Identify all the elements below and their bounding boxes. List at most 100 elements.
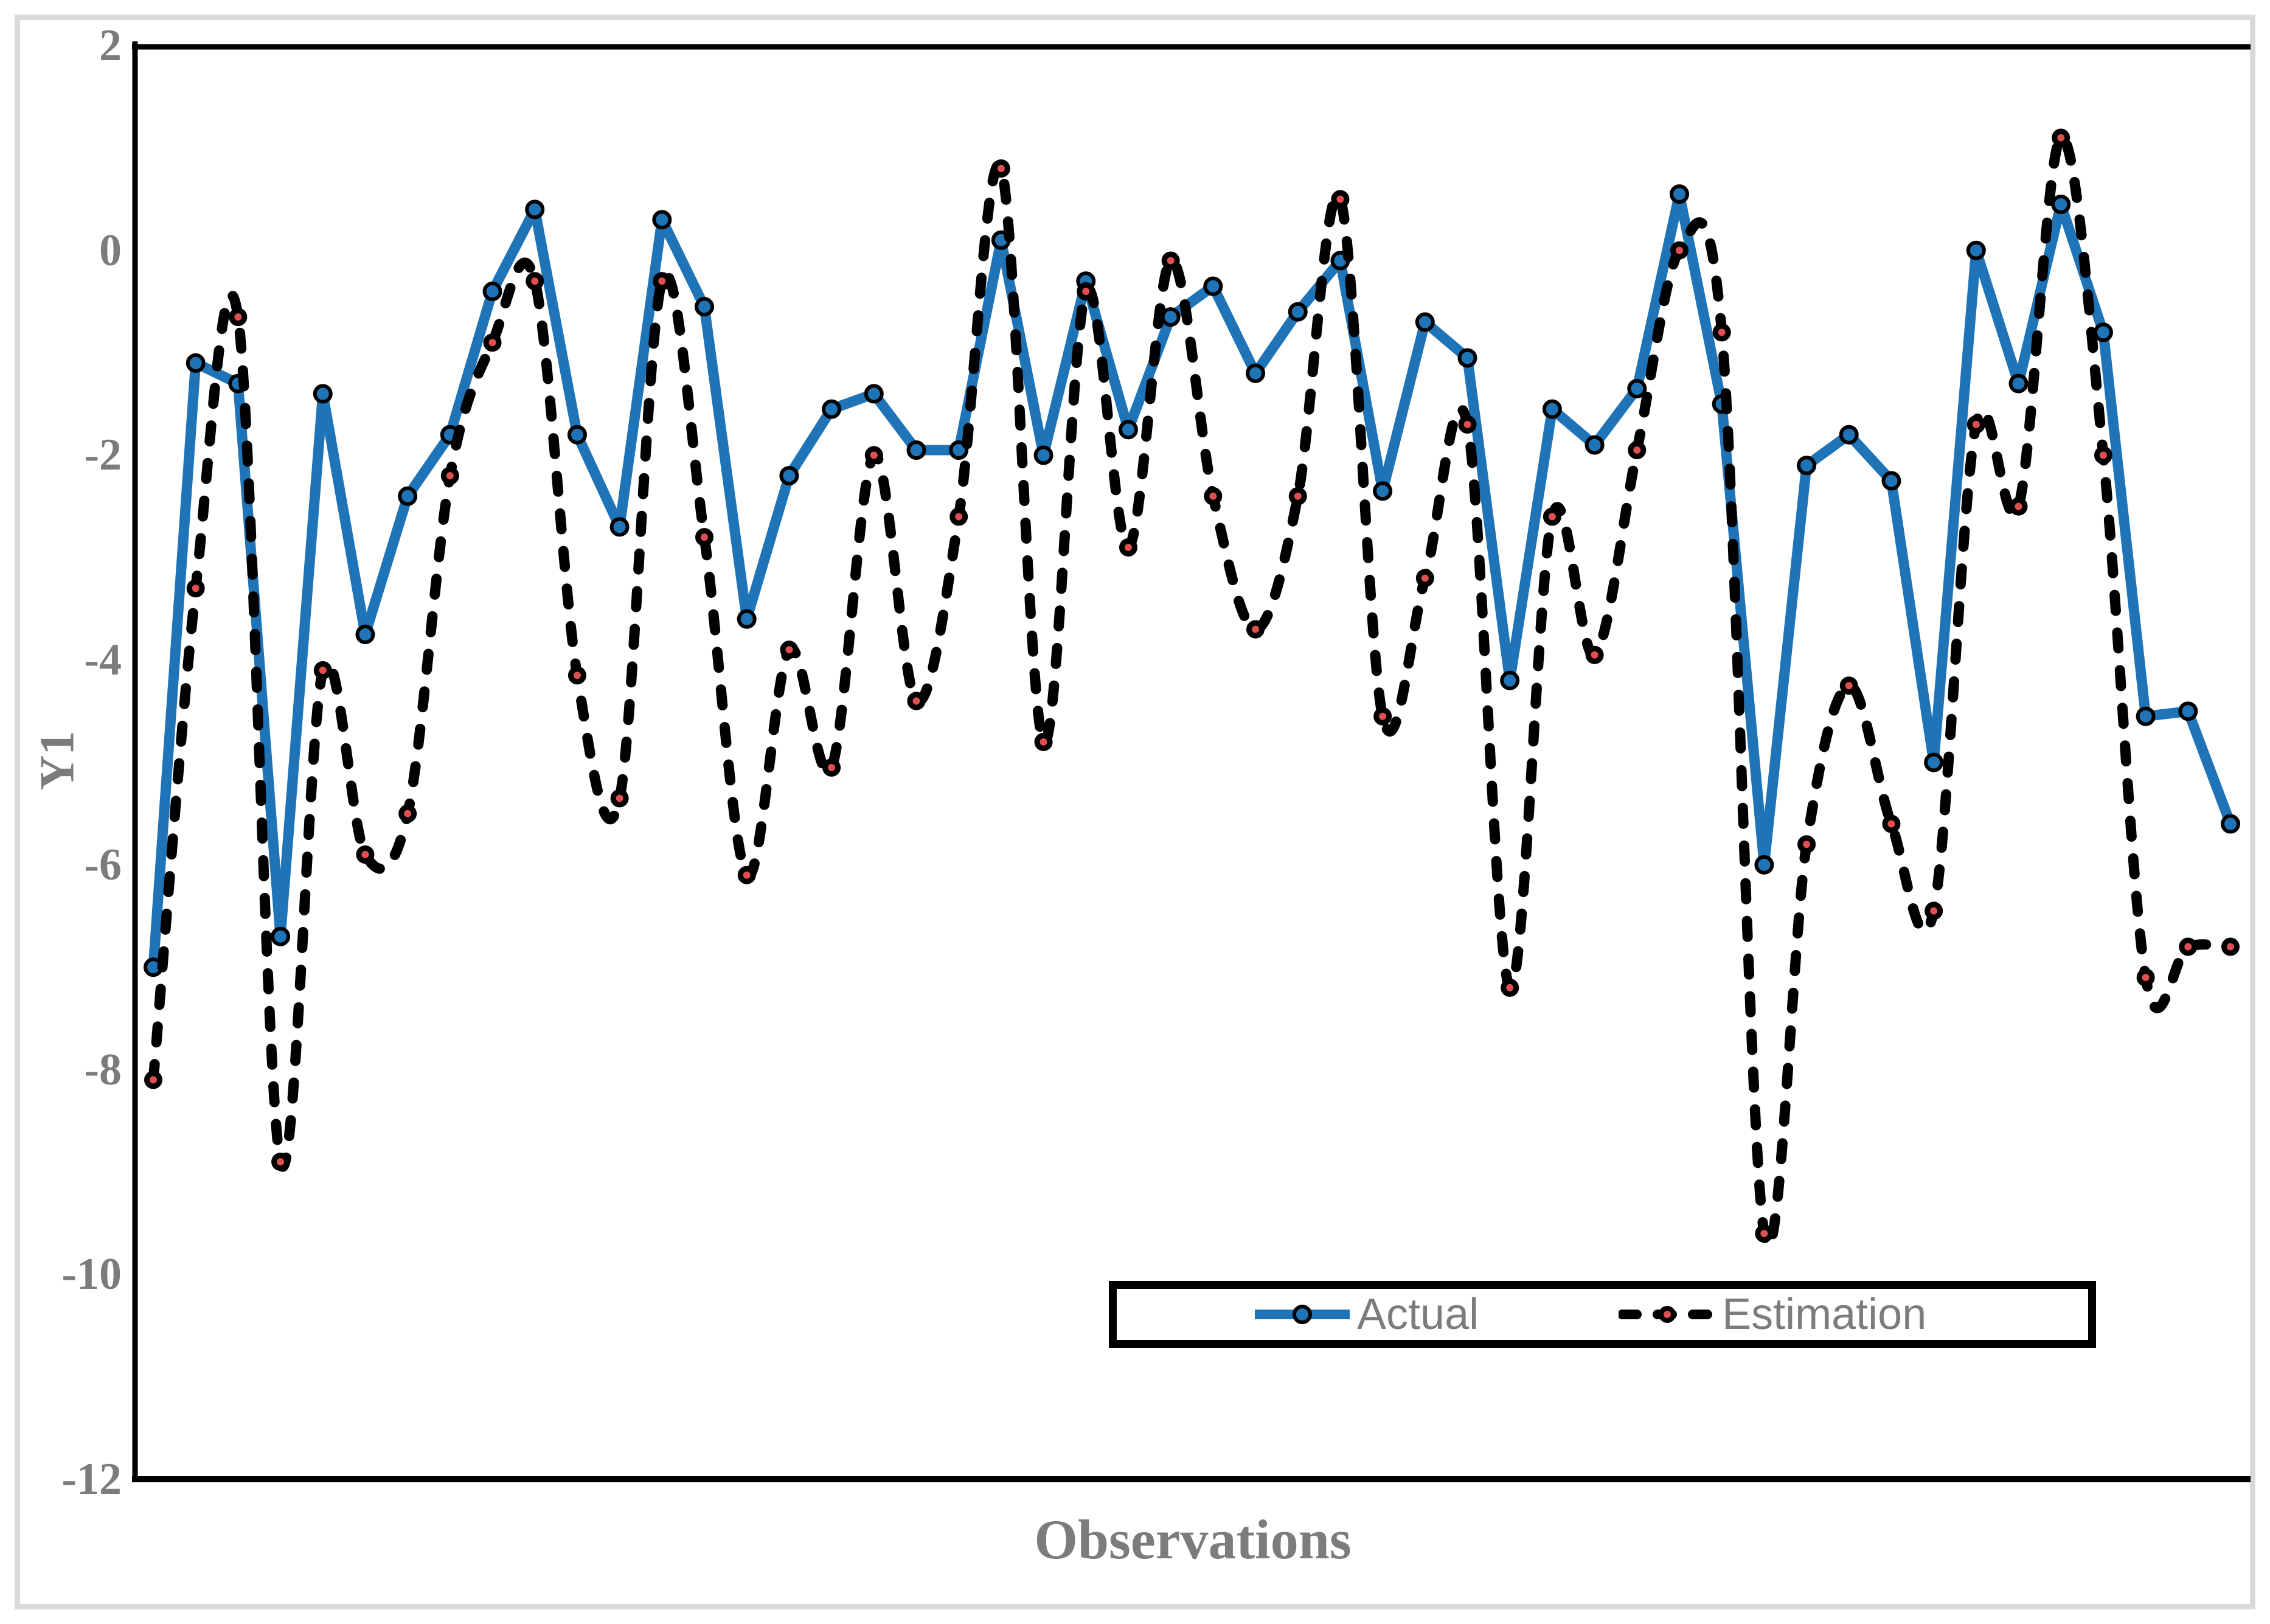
- y-tick-label: -2: [84, 430, 122, 481]
- estimation-data-point: [864, 446, 883, 465]
- actual-data-point: [1161, 307, 1181, 327]
- estimation-data-point: [780, 640, 799, 659]
- estimation-data-point: [1119, 538, 1137, 557]
- actual-data-point: [1373, 481, 1393, 501]
- estimation-data-point: [229, 308, 248, 327]
- estimation-data-point: [144, 1071, 162, 1089]
- estimation-data-point: [737, 866, 756, 884]
- actual-data-point: [779, 466, 799, 486]
- legend-item-estimation: Estimation: [1619, 1290, 1926, 1339]
- actual-data-point: [822, 399, 842, 419]
- estimation-data-point: [186, 579, 205, 598]
- estimation-data-point: [1543, 507, 1561, 526]
- estimation-data-point: [610, 789, 629, 808]
- actual-data-point: [609, 517, 630, 537]
- actual-data-point: [2136, 706, 2156, 726]
- actual-data-point: [1669, 184, 1689, 204]
- actual-data-point: [2178, 701, 2198, 721]
- actual-data-point: [695, 297, 715, 317]
- actual-data-point: [1839, 425, 1859, 445]
- actual-data-point: [1415, 312, 1435, 332]
- estimation-data-point: [526, 272, 544, 291]
- actual-data-point: [2221, 814, 2241, 834]
- actual-data-point: [271, 926, 291, 946]
- estimation-data-point: [1628, 441, 1647, 460]
- actual-data-point: [355, 625, 375, 645]
- y-tick-label: -4: [84, 635, 122, 685]
- estimation-data-point: [1925, 901, 1943, 920]
- estimation-data-point: [483, 333, 502, 352]
- estimation-data-point: [653, 272, 672, 291]
- estimation-data-point: [1882, 814, 1901, 833]
- actual-data-point: [864, 384, 884, 404]
- estimation-data-point: [1034, 732, 1053, 751]
- estimation-data-point: [356, 845, 375, 864]
- actual-data-point: [1542, 399, 1562, 419]
- estimation-data-point: [1415, 569, 1434, 588]
- estimation-data-point: [440, 467, 459, 485]
- estimation-data-point: [1501, 978, 1519, 997]
- y-tick-label: -10: [61, 1249, 122, 1300]
- estimation-data-point: [1373, 707, 1392, 726]
- legend-label-estimation: Estimation: [1722, 1290, 1927, 1339]
- estimation-data-point: [313, 661, 332, 679]
- actual-data-point: [1627, 378, 1647, 398]
- actual-data-point: [1457, 348, 1477, 368]
- estimation-data-point: [271, 1153, 290, 1171]
- estimation-line-sample-icon: [1619, 1306, 1716, 1323]
- estimation-data-point: [1331, 190, 1350, 209]
- y-tick-label: 2: [99, 20, 122, 71]
- actual-data-point: [1966, 240, 1986, 260]
- legend-label-actual: Actual: [1357, 1290, 1479, 1339]
- x-axis-title: Observations: [1034, 1508, 1352, 1570]
- estimation-data-point: [2136, 968, 2155, 987]
- actual-data-point: [313, 384, 333, 404]
- estimation-data-point: [2094, 446, 2112, 465]
- estimation-data-point: [1797, 835, 1816, 854]
- actual-data-point: [906, 440, 926, 460]
- estimation-data-point: [907, 692, 926, 710]
- estimation-data-point: [1839, 676, 1858, 695]
- estimation-data-point: [2221, 937, 2240, 956]
- estimation-data-point: [1077, 282, 1095, 301]
- estimation-data-point: [695, 528, 714, 547]
- actual-data-point: [2008, 373, 2029, 394]
- estimation-data-point: [2179, 937, 2198, 956]
- estimation-data-point: [398, 804, 417, 823]
- actual-data-point: [1924, 752, 1944, 772]
- actual-data-point: [186, 353, 206, 373]
- estimation-series-line: [148, 132, 2236, 1251]
- y-axis-title: Y1: [30, 730, 85, 791]
- estimation-data-point: [1966, 415, 1985, 434]
- y-tick-label: -6: [84, 839, 122, 890]
- estimation-data-point: [1458, 415, 1477, 434]
- estimation-data-point: [822, 758, 841, 777]
- estimation-data-point: [1161, 251, 1180, 270]
- estimation-data-point: [1712, 323, 1731, 342]
- estimation-data-point: [991, 159, 1010, 178]
- actual-series-line: [148, 189, 2236, 973]
- actual-data-point: [482, 282, 502, 302]
- estimation-data-point: [1246, 620, 1265, 639]
- actual-data-point: [1288, 302, 1308, 322]
- y-tick-label: -8: [84, 1044, 122, 1095]
- actual-data-point: [2093, 322, 2113, 342]
- estimation-data-point: [1670, 241, 1689, 260]
- actual-data-point: [1033, 445, 1053, 465]
- actual-data-point: [1203, 276, 1223, 296]
- actual-line-sample-icon: [1255, 1305, 1350, 1324]
- estimation-data-point: [1288, 487, 1307, 505]
- actual-data-point: [1584, 435, 1605, 455]
- actual-data-point: [652, 210, 672, 230]
- actual-data-point: [1500, 670, 1520, 690]
- actual-data-point: [737, 609, 757, 629]
- actual-data-point: [567, 425, 587, 445]
- actual-data-point: [949, 440, 969, 460]
- actual-data-point: [398, 486, 418, 506]
- estimation-data-point: [1755, 1224, 1774, 1243]
- legend-item-actual: Actual: [1254, 1290, 1479, 1339]
- y-tick-label: 0: [99, 225, 122, 276]
- estimation-data-point: [1204, 487, 1223, 505]
